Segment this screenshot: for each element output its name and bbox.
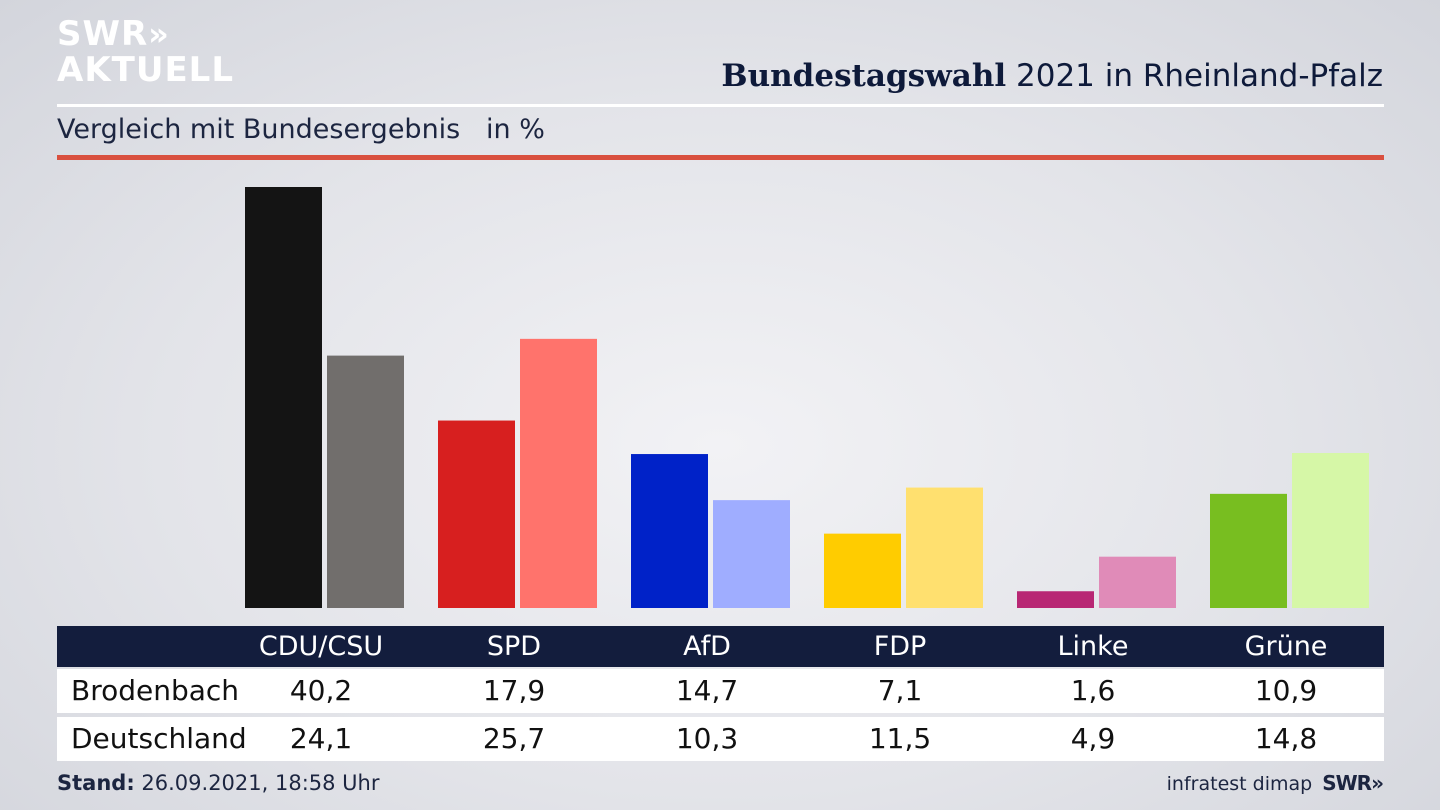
- header-linke: Linke: [1057, 631, 1129, 662]
- source-label: infratest dimap: [1166, 773, 1313, 795]
- subtitle-text: Vergleich mit Bundesergebnis: [57, 114, 461, 145]
- bar-cdu-csu-brodenbach: [245, 187, 322, 608]
- header-fdp: FDP: [873, 631, 927, 662]
- bar-gr-ne-deutschland: [1292, 453, 1369, 608]
- value-gr-ne-deutschland: 14,8: [1254, 722, 1318, 755]
- header-cdu-csu: CDU/CSU: [258, 631, 384, 662]
- swr-aktuell-logo: SWR» AKTUELL: [57, 16, 234, 88]
- bar-fdp-brodenbach: [824, 533, 901, 608]
- row-label-deutschland: Deutschland: [71, 722, 247, 755]
- chart-title: Bundestagswahl 2021 in Rheinland-Pfalz: [721, 58, 1383, 94]
- unit-label: in %: [486, 114, 545, 145]
- value-spd-brodenbach: 17,9: [482, 674, 546, 707]
- stand-value: 26.09.2021, 18:58 Uhr: [134, 771, 380, 795]
- bar-afd-deutschland: [713, 500, 790, 608]
- logo-swr: SWR: [57, 14, 149, 54]
- value-afd-deutschland: 10,3: [675, 722, 739, 755]
- bar-gr-ne-brodenbach: [1210, 493, 1287, 608]
- title-divider: [57, 104, 1384, 107]
- bar-fdp-deutschland: [906, 487, 983, 608]
- bar-linke-deutschland: [1099, 556, 1176, 608]
- stand-label: Stand:: [57, 771, 135, 795]
- value-spd-deutschland: 25,7: [482, 722, 546, 755]
- value-linke-deutschland: 4,9: [1070, 722, 1116, 755]
- chart-title-bold: Bundestagswahl: [721, 58, 1007, 94]
- row-label-brodenbach: Brodenbach: [71, 674, 240, 707]
- value-linke-brodenbach: 1,6: [1070, 674, 1116, 707]
- table-row-deutschland: Deutschland 24,1 25,7 10,3 11,5 4,9 14,8: [57, 717, 1384, 761]
- table-row-brodenbach: Brodenbach 40,2 17,9 14,7 7,1 1,6 10,9: [57, 669, 1384, 713]
- bar-linke-brodenbach: [1017, 591, 1094, 608]
- header-spd: SPD: [486, 631, 542, 662]
- header-gr-ne: Grüne: [1244, 631, 1328, 662]
- bar-spd-deutschland: [520, 338, 597, 608]
- swr-brand-logo: SWR»: [1322, 771, 1384, 795]
- stand-info: Stand: 26.09.2021, 18:58 Uhr: [57, 771, 380, 795]
- value-cdu-csu-brodenbach: 40,2: [289, 674, 353, 707]
- chart-subtitle: Vergleich mit Bundesergebnis in %: [57, 114, 545, 145]
- subtitle-divider: [57, 155, 1384, 160]
- value-afd-brodenbach: 14,7: [675, 674, 739, 707]
- value-gr-ne-brodenbach: 10,9: [1254, 674, 1318, 707]
- value-cdu-csu-deutschland: 24,1: [289, 722, 353, 755]
- bar-spd-brodenbach: [438, 420, 515, 608]
- source-info: infratest dimap SWR»: [1166, 771, 1384, 795]
- bar-afd-brodenbach: [631, 454, 708, 608]
- bar-cdu-csu-deutschland: [327, 355, 404, 608]
- party-header-row: CDU/CSU SPD AfD FDP Linke Grüne: [57, 626, 1384, 667]
- logo-aktuell: AKTUELL: [57, 50, 235, 90]
- chart-title-rest: 2021 in Rheinland-Pfalz: [1006, 58, 1383, 94]
- value-fdp-deutschland: 11,5: [868, 722, 932, 755]
- value-fdp-brodenbach: 7,1: [877, 674, 923, 707]
- header-afd: AfD: [683, 631, 731, 662]
